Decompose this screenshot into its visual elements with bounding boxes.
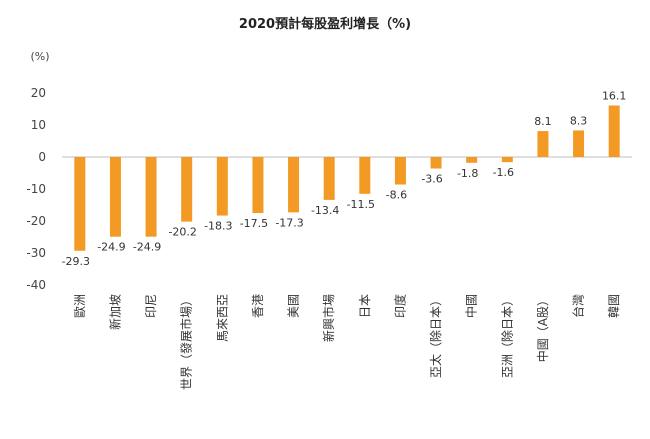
y-tick-label: -10 — [26, 182, 46, 196]
data-label: -24.9 — [133, 241, 161, 254]
category-label: 亞太（除日本） — [428, 294, 443, 378]
data-label: -11.5 — [347, 198, 375, 211]
bar — [109, 157, 121, 237]
category-label: 馬來西亞 — [215, 294, 229, 342]
y-tick-label: -30 — [26, 246, 46, 260]
data-label: -13.4 — [311, 204, 339, 217]
bar — [501, 157, 513, 163]
category-label: 香港 — [251, 294, 265, 318]
y-tick-label: -40 — [26, 278, 46, 292]
bar — [466, 157, 478, 163]
category-label: 美國 — [287, 294, 301, 318]
category-labels: 歐洲 新加坡 印尼 世界（發展市場） 馬來西亞 香港 美國 新興市場 日本 印度 亞太（除日本） 中國… — [72, 294, 621, 390]
data-label: 16.1 — [602, 89, 627, 102]
bar — [323, 157, 335, 200]
data-label: -17.5 — [240, 217, 268, 230]
y-tick-label: 0 — [38, 150, 46, 164]
category-label: 歐洲 — [72, 294, 87, 318]
bar — [145, 157, 157, 237]
bar — [573, 130, 585, 157]
chart-title: 2020預計每股盈利增長（%) — [239, 16, 411, 32]
bars — [74, 105, 620, 251]
data-label: -1.6 — [493, 166, 514, 179]
data-label: -8.6 — [386, 189, 407, 202]
bar — [74, 157, 86, 251]
data-labels: -29.3 -24.9 -24.9 -20.2 -18.3 -17.5 -17.3 -13.4… — [62, 89, 627, 267]
data-label: 8.1 — [534, 115, 552, 128]
y-tick-label: 10 — [31, 118, 46, 132]
bar — [608, 105, 620, 157]
category-label: 印尼 — [144, 294, 158, 318]
y-tick-label: -20 — [26, 214, 46, 228]
category-label: 台灣 — [571, 294, 586, 318]
y-axis-ticks: 20 10 0 -10 -20 -30 -40 — [26, 86, 46, 292]
data-label: -24.9 — [97, 241, 125, 254]
bar — [252, 157, 264, 213]
data-label: 8.3 — [570, 114, 588, 127]
bar — [537, 131, 549, 157]
data-label: -29.3 — [62, 255, 90, 268]
category-label: 中國（A股） — [535, 294, 550, 362]
bar — [359, 157, 371, 194]
category-label: 中國 — [464, 294, 479, 318]
data-label: -1.8 — [457, 167, 478, 180]
category-label: 日本 — [358, 294, 372, 318]
data-label: -18.3 — [204, 220, 232, 233]
y-axis-unit-label: (%) — [30, 50, 49, 63]
bar — [181, 157, 193, 222]
bar — [430, 157, 442, 169]
y-tick-label: 20 — [31, 86, 46, 100]
bar — [288, 157, 300, 213]
category-label: 印度 — [392, 294, 407, 318]
bar — [216, 157, 228, 216]
data-label: -3.6 — [421, 173, 442, 186]
data-label: -17.3 — [275, 216, 303, 229]
category-label: 亞洲（除日本） — [499, 294, 514, 378]
bar — [394, 157, 406, 185]
category-label: 新興市場 — [321, 294, 336, 342]
data-label: -20.2 — [168, 226, 196, 239]
category-label: 新加坡 — [107, 294, 122, 330]
category-label: 世界（發展市場） — [179, 294, 194, 390]
category-label: 韓國 — [607, 294, 621, 318]
